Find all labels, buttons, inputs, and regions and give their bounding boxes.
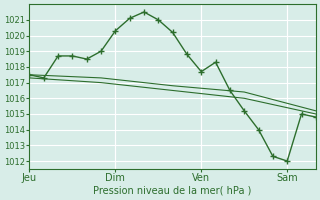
- X-axis label: Pression niveau de la mer( hPa ): Pression niveau de la mer( hPa ): [93, 186, 252, 196]
